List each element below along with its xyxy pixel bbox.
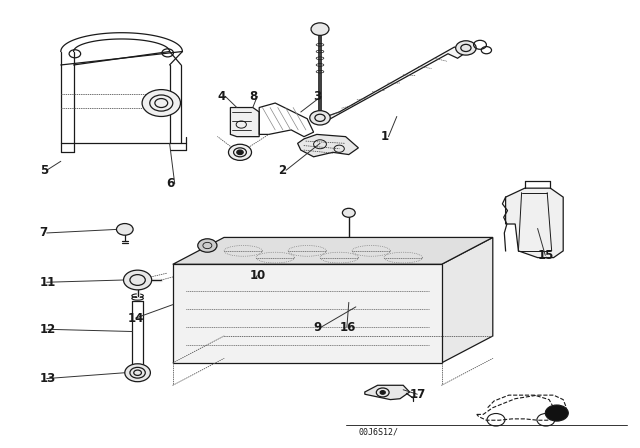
Text: 17: 17 bbox=[410, 388, 426, 401]
Polygon shape bbox=[230, 108, 259, 137]
Polygon shape bbox=[349, 289, 435, 316]
Text: 8: 8 bbox=[250, 90, 258, 103]
Text: 00J6S12/: 00J6S12/ bbox=[358, 428, 398, 437]
Circle shape bbox=[237, 150, 243, 155]
Circle shape bbox=[125, 364, 150, 382]
Text: 4: 4 bbox=[218, 90, 226, 103]
Polygon shape bbox=[298, 134, 358, 157]
Text: 16: 16 bbox=[339, 320, 356, 334]
Text: 2: 2 bbox=[278, 164, 287, 177]
Polygon shape bbox=[253, 259, 285, 262]
Text: 15: 15 bbox=[538, 249, 554, 262]
Text: 11: 11 bbox=[40, 276, 56, 289]
Text: 14: 14 bbox=[128, 311, 145, 325]
Text: 10: 10 bbox=[250, 269, 266, 282]
Polygon shape bbox=[173, 237, 493, 264]
Circle shape bbox=[228, 144, 252, 160]
Circle shape bbox=[456, 41, 476, 55]
Text: 6: 6 bbox=[166, 177, 175, 190]
Text: 7: 7 bbox=[40, 226, 48, 240]
Circle shape bbox=[124, 270, 152, 290]
Polygon shape bbox=[253, 262, 285, 279]
Circle shape bbox=[142, 90, 180, 116]
Polygon shape bbox=[365, 385, 410, 400]
Circle shape bbox=[545, 405, 568, 421]
Polygon shape bbox=[173, 264, 442, 363]
Circle shape bbox=[116, 224, 133, 235]
Polygon shape bbox=[506, 188, 563, 258]
Circle shape bbox=[311, 23, 329, 35]
Text: 13: 13 bbox=[40, 372, 56, 385]
Circle shape bbox=[310, 111, 330, 125]
Text: 12: 12 bbox=[40, 323, 56, 336]
Text: 3: 3 bbox=[314, 90, 322, 103]
Polygon shape bbox=[442, 237, 493, 363]
Text: 9: 9 bbox=[314, 320, 322, 334]
Circle shape bbox=[198, 239, 217, 252]
Text: 1: 1 bbox=[381, 130, 389, 143]
Text: 5: 5 bbox=[40, 164, 48, 177]
Polygon shape bbox=[317, 47, 467, 121]
Circle shape bbox=[342, 208, 355, 217]
Circle shape bbox=[380, 391, 385, 394]
